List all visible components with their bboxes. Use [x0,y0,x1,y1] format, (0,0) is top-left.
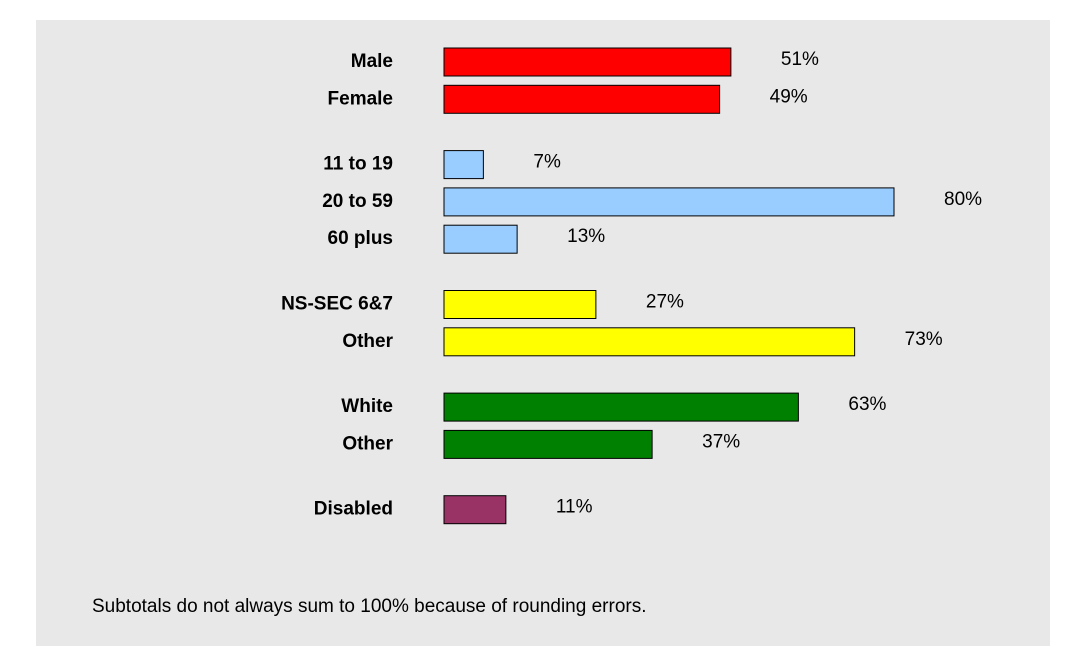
category-label: Other [342,331,393,352]
value-label: 80% [944,189,982,210]
bar [443,47,732,77]
category-label: NS-SEC 6&7 [281,294,393,315]
value-label: 13% [567,226,605,247]
value-label: 7% [533,152,561,173]
category-label: Other [342,433,393,454]
value-label: 27% [646,292,684,313]
category-label: Male [351,51,393,72]
category-label: Disabled [314,499,393,520]
category-label: 11 to 19 [323,154,393,175]
category-label: 20 to 59 [322,191,393,212]
bar [443,495,507,525]
category-label: Female [328,88,393,109]
bar [443,327,856,357]
value-label: 63% [848,394,886,415]
value-label: 73% [905,329,943,350]
value-label: 37% [702,431,740,452]
value-label: 11% [556,497,593,518]
bar [443,392,799,422]
value-label: 51% [781,49,819,70]
footnote: Subtotals do not always sum to 100% beca… [92,596,647,617]
bar [443,224,518,254]
bar [443,150,484,180]
bar [443,429,653,459]
bar [443,290,597,319]
category-label: 60 plus [328,228,393,249]
bar [443,84,721,114]
category-label: White [341,396,393,417]
value-label: 49% [770,86,808,107]
bar [443,187,895,217]
